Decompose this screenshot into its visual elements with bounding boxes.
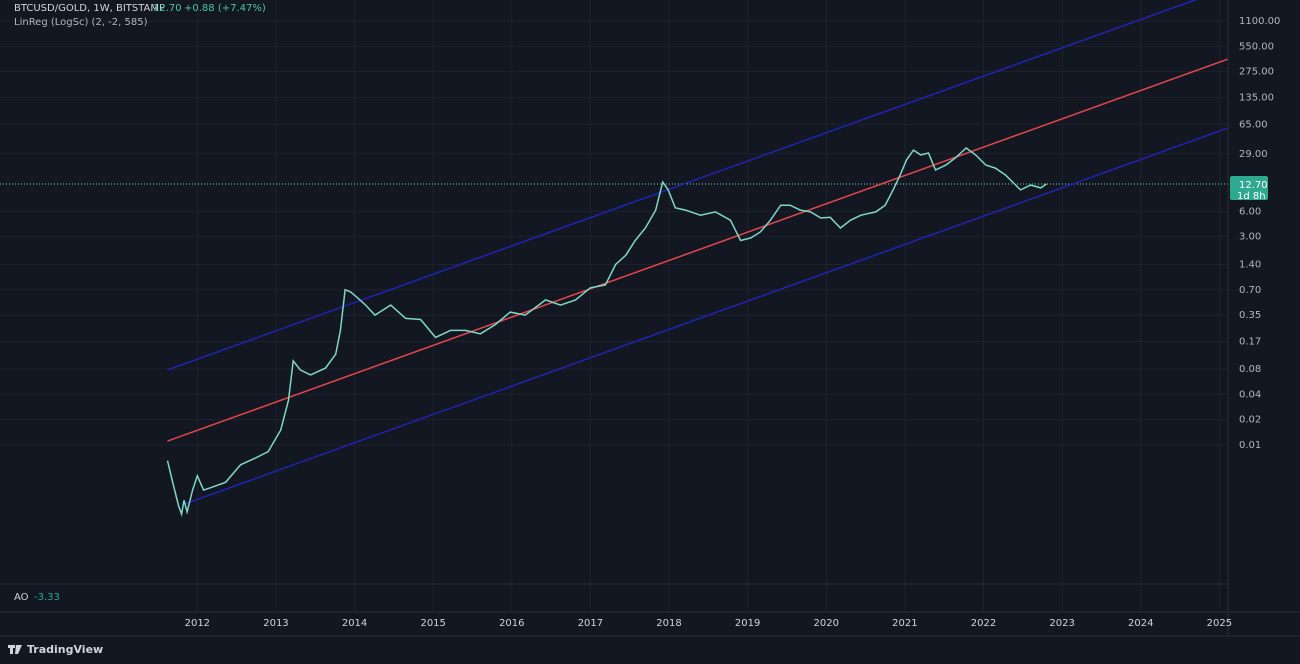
- x-tick-label: 2014: [342, 618, 367, 629]
- y-tick-label: 0.01: [1239, 440, 1261, 451]
- oscillator-name: AO: [14, 592, 29, 603]
- x-tick-label: 2025: [1207, 618, 1232, 629]
- countdown: 1d 8h: [1237, 191, 1266, 202]
- x-tick-label: 2015: [420, 618, 445, 629]
- x-tick-label: 2021: [892, 618, 917, 629]
- series-line: [167, 58, 1228, 442]
- y-tick-label: 550.00: [1239, 41, 1274, 52]
- series-line: [185, 127, 1228, 505]
- y-tick-label: 0.08: [1239, 364, 1261, 375]
- y-tick-label: 0.35: [1239, 310, 1261, 321]
- x-tick-label: 2012: [185, 618, 210, 629]
- x-tick-label: 2020: [814, 618, 839, 629]
- series-line: [166, 147, 1047, 518]
- series-line: [167, 0, 1198, 371]
- x-tick-label: 2024: [1128, 618, 1153, 629]
- x-tick-label: 2016: [499, 618, 524, 629]
- oscillator-value: -3.33: [34, 592, 60, 603]
- grid: [0, 0, 1228, 612]
- indicator-label: LinReg (LogSc) (2, -2, 585): [14, 17, 148, 28]
- y-tick-label: 0.02: [1239, 415, 1261, 426]
- y-tick-label: 3.00: [1239, 232, 1261, 243]
- brand-logo: [8, 645, 22, 654]
- x-tick-label: 2023: [1049, 618, 1074, 629]
- y-tick-label: 1100.00: [1239, 16, 1280, 27]
- y-tick-label: 65.00: [1239, 119, 1268, 130]
- x-tick-label: 2018: [656, 618, 681, 629]
- last-price-tag: [1230, 175, 1268, 200]
- y-tick-label: 1.40: [1239, 259, 1261, 270]
- x-tick-label: 2017: [578, 618, 603, 629]
- y-tick-label: 0.70: [1239, 285, 1261, 296]
- header-change: +0.88 (+7.47%): [184, 3, 266, 14]
- x-tick-label: 2019: [735, 618, 760, 629]
- y-tick-label: 6.00: [1239, 206, 1261, 217]
- brand-name: TradingView: [27, 643, 103, 656]
- y-tick-label: 0.04: [1239, 389, 1261, 400]
- last-price-label: 12.70: [1239, 180, 1268, 191]
- x-tick-label: 2022: [971, 618, 996, 629]
- y-tick-label: 275.00: [1239, 67, 1274, 78]
- x-tick-label: 2013: [263, 618, 288, 629]
- y-tick-label: 135.00: [1239, 93, 1274, 104]
- header-price: 12.70: [153, 3, 182, 14]
- y-tick-label: 0.17: [1239, 336, 1261, 347]
- y-tick-label: 29.00: [1239, 149, 1268, 160]
- symbol-title: BTCUSD/GOLD, 1W, BITSTAMP: [14, 3, 165, 14]
- plot-area: [0, 0, 1228, 518]
